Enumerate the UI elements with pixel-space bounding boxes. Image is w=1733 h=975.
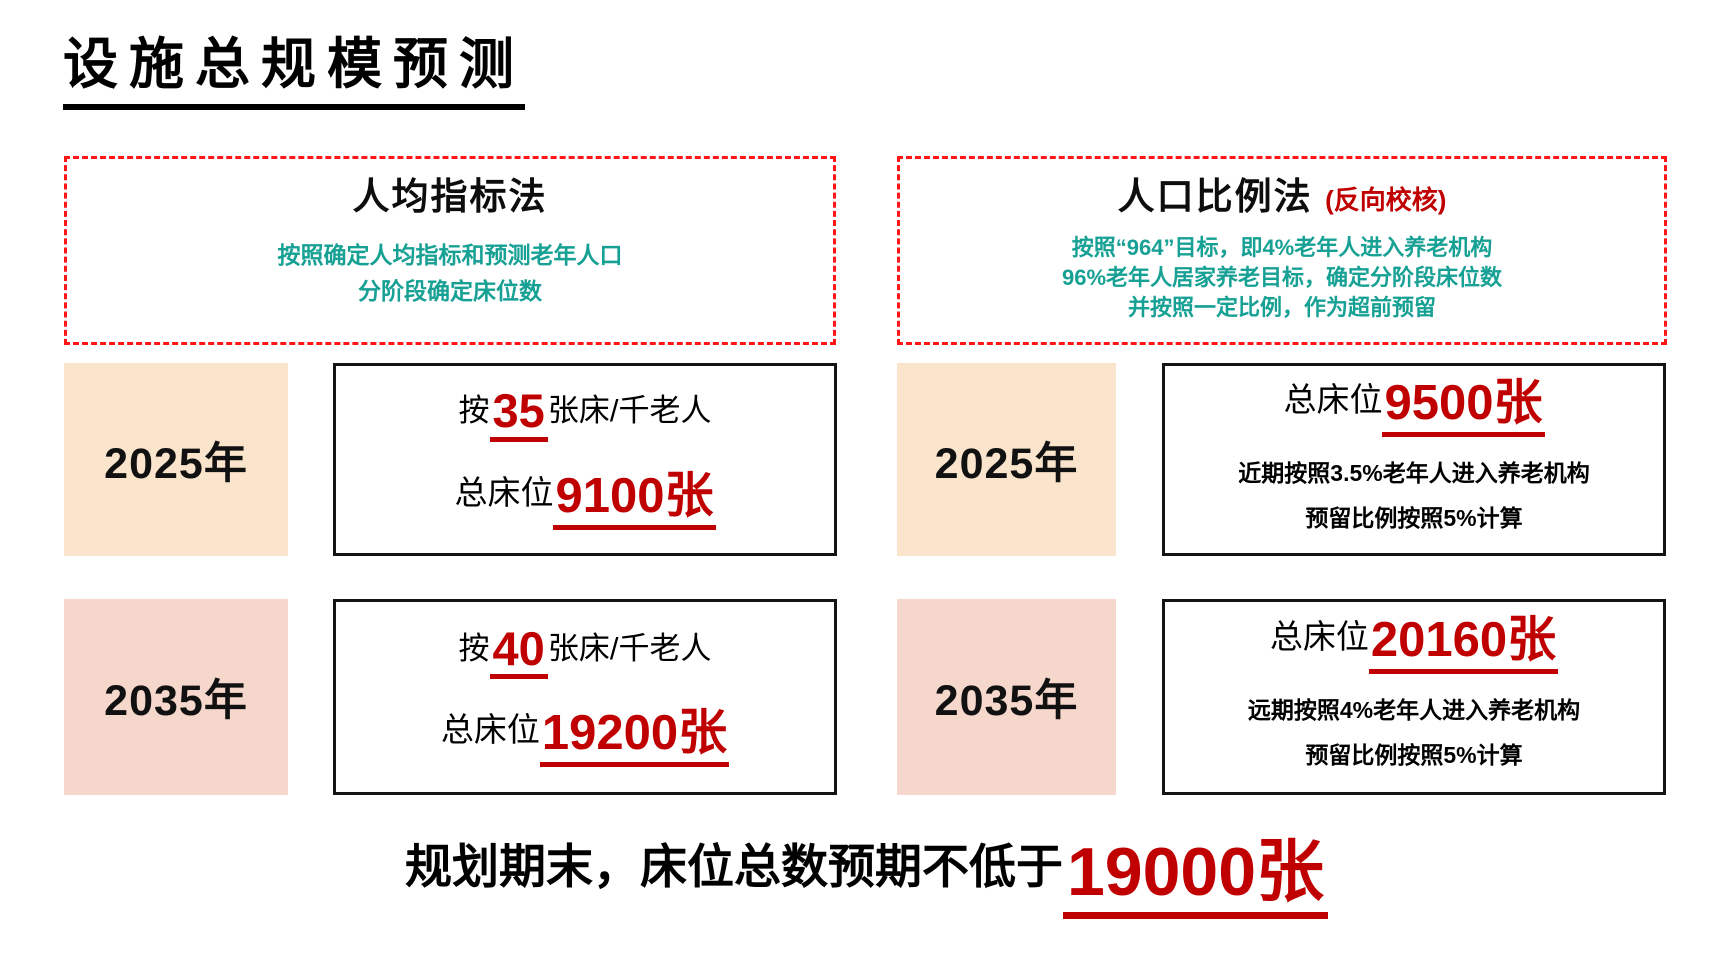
- year-label: 2025年: [104, 439, 248, 488]
- estimate-box-per-capita-2025: 按35张床/千老人 总床位9100张: [333, 363, 837, 556]
- total-label: 总床位: [454, 473, 554, 511]
- rate-unit: 张床/千老人: [547, 393, 712, 429]
- rate-unit: 张床/千老人: [547, 630, 712, 666]
- year-badge-2025-right: 2025年: [897, 363, 1116, 556]
- note-line: 预留比例按照5%计算: [1305, 504, 1523, 531]
- estimate-box-population-ratio-2025: 总床位9500张 近期按照3.5%老年人进入养老机构 预留比例按照5%计算: [1162, 363, 1666, 556]
- method-box-population-ratio: 人口比例法 (反向校核) 按照“964”目标，即4%老年人进入养老机构 96%老…: [897, 156, 1667, 345]
- note-line: 近期按照3.5%老年人进入养老机构: [1238, 459, 1590, 486]
- note-lines: 远期按照4%老年人进入养老机构 预留比例按照5%计算: [1248, 688, 1580, 778]
- year-badge-2025-left: 2025年: [64, 363, 288, 556]
- total-label: 总床位: [1283, 380, 1383, 418]
- total-line: 总床位9100张: [454, 471, 716, 530]
- total-value: 9100张: [553, 471, 716, 530]
- rate-line: 按35张床/千老人: [458, 387, 712, 442]
- total-label: 总床位: [1269, 618, 1369, 655]
- page-title: 设施总规模预测: [63, 34, 526, 110]
- rate-value: 40: [489, 625, 548, 680]
- method-subtitle-line: 96%老年人居家养老目标，确定分阶段床位数: [1061, 265, 1503, 290]
- total-label: 总床位: [440, 711, 540, 749]
- method-subtitle-line: 并按照一定比例，作为超前预留: [1127, 295, 1436, 320]
- total-value: 19200张: [539, 709, 730, 768]
- method-subtitle-per-capita: 按照确定人均指标和预测老年人口 分阶段确定床位数: [67, 237, 833, 309]
- conclusion-prefix: 规划期末，床位总数预期不低于: [404, 840, 1063, 893]
- method-subtitle-line: 按照“964”目标，即4%老年人进入养老机构: [1071, 235, 1493, 260]
- method-subtitle-population-ratio: 按照“964”目标，即4%老年人进入养老机构 96%老年人居家养老目标，确定分阶…: [900, 233, 1664, 323]
- rate-value: 35: [489, 387, 548, 442]
- method-title-row: 人口比例法 (反向校核): [900, 175, 1664, 227]
- total-line: 总床位19200张: [440, 709, 730, 768]
- estimate-box-per-capita-2035: 按40张床/千老人 总床位19200张: [333, 599, 837, 795]
- note-lines: 近期按照3.5%老年人进入养老机构 预留比例按照5%计算: [1238, 451, 1589, 541]
- note-line: 预留比例按照5%计算: [1305, 742, 1523, 768]
- total-value: 20160张: [1368, 616, 1559, 674]
- year-label: 2035年: [934, 677, 1079, 725]
- note-line: 远期按照4%老年人进入养老机构: [1247, 697, 1581, 723]
- method-subtitle-line: 按照确定人均指标和预测老年人口: [277, 242, 623, 268]
- total-value: 9500张: [1382, 378, 1545, 437]
- rate-prefix: 按: [458, 393, 490, 429]
- total-line: 总床位9500张: [1283, 378, 1545, 437]
- year-label: 2035年: [104, 677, 248, 725]
- conclusion-line: 规划期末，床位总数预期不低于19000张: [0, 838, 1733, 919]
- method-title-note: (反向校核): [1325, 185, 1447, 215]
- year-badge-2035-right: 2035年: [897, 599, 1116, 795]
- year-badge-2035-left: 2035年: [64, 599, 288, 795]
- rate-line: 按40张床/千老人: [458, 625, 712, 680]
- estimate-box-population-ratio-2035: 总床位20160张 远期按照4%老年人进入养老机构 预留比例按照5%计算: [1162, 599, 1666, 795]
- conclusion-value: 19000张: [1062, 838, 1329, 919]
- method-title-population-ratio: 人口比例法: [1117, 176, 1313, 217]
- method-title-row: 人均指标法: [67, 175, 833, 227]
- method-title-per-capita: 人均指标法: [352, 176, 548, 217]
- total-line: 总床位20160张: [1269, 616, 1559, 674]
- rate-prefix: 按: [458, 630, 490, 666]
- year-label: 2025年: [934, 439, 1079, 488]
- method-box-per-capita: 人均指标法 按照确定人均指标和预测老年人口 分阶段确定床位数: [64, 156, 836, 345]
- method-subtitle-line: 分阶段确定床位数: [358, 278, 542, 304]
